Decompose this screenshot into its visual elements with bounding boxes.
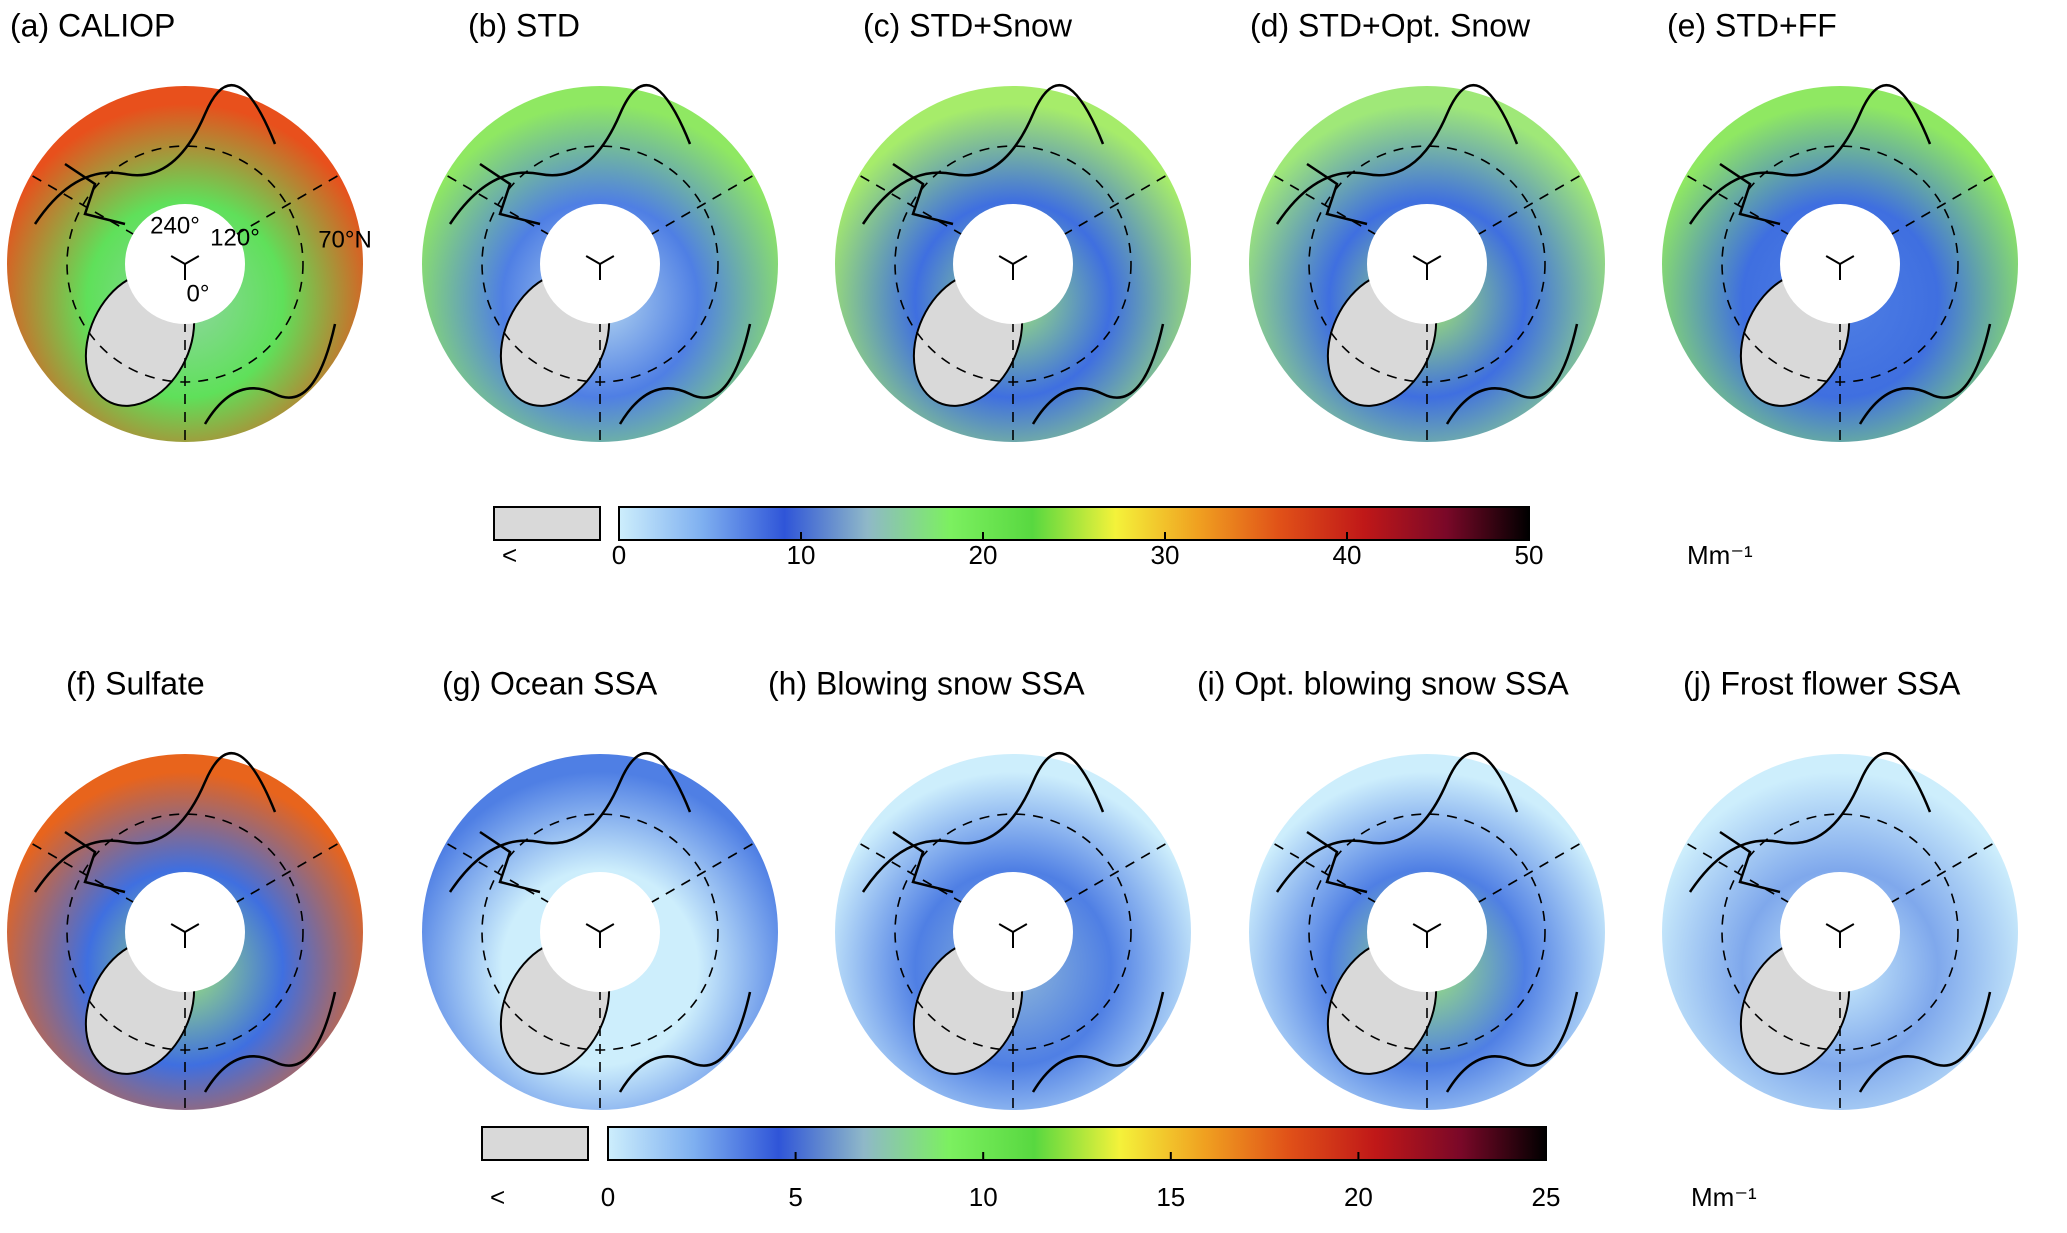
pole-tick bbox=[170, 923, 186, 933]
colorbar-unit: Mm⁻¹ bbox=[1687, 540, 1753, 570]
colorbar-tick-label: 40 bbox=[1333, 540, 1362, 570]
pole-tick bbox=[599, 255, 615, 265]
colorbar-tick-label: 0 bbox=[601, 1182, 615, 1212]
coastline bbox=[448, 752, 752, 1093]
panel-title: (a) CALIOP bbox=[10, 7, 175, 43]
polar-map bbox=[1662, 752, 2018, 1110]
polar-map bbox=[1249, 84, 1605, 442]
pole-tick bbox=[998, 923, 1014, 933]
pole-tick bbox=[1825, 923, 1841, 933]
pole-tick bbox=[1825, 255, 1841, 265]
colorbar-tick-label: 20 bbox=[1344, 1182, 1373, 1212]
panel-title: (f) Sulfate bbox=[66, 665, 205, 701]
colorbar-tick-label: 20 bbox=[969, 540, 998, 570]
map-annotation: 0° bbox=[187, 280, 210, 307]
colorbar-tick-label: 10 bbox=[969, 1182, 998, 1212]
pole-tick bbox=[1412, 255, 1428, 265]
pole-tick bbox=[998, 255, 1014, 265]
map-annotation: 120° bbox=[210, 224, 260, 251]
pole-tick bbox=[1012, 255, 1028, 265]
panel-title: (d) STD+Opt. Snow bbox=[1250, 7, 1531, 43]
under-swatch bbox=[481, 1126, 589, 1161]
coastline bbox=[1275, 752, 1579, 1093]
coastline bbox=[33, 752, 337, 1093]
polar-map bbox=[1249, 752, 1605, 1110]
pole-tick bbox=[1839, 923, 1855, 933]
colorbar-tick-label: 15 bbox=[1156, 1182, 1185, 1212]
colorbar-tick-label: 10 bbox=[787, 540, 816, 570]
coastline bbox=[448, 84, 752, 425]
coastline bbox=[1688, 752, 1992, 1093]
polar-map bbox=[1662, 84, 2018, 442]
colorbar-unit: Mm⁻¹ bbox=[1691, 1182, 1757, 1212]
pole-tick bbox=[585, 923, 601, 933]
coastline bbox=[1275, 84, 1579, 425]
colorbar-tick-label: 50 bbox=[1515, 540, 1544, 570]
pole-tick bbox=[1426, 923, 1442, 933]
pole-tick bbox=[1426, 255, 1442, 265]
coastline bbox=[861, 84, 1165, 425]
pole-tick bbox=[599, 923, 615, 933]
panel-title: (g) Ocean SSA bbox=[442, 665, 658, 701]
panel-title: (h) Blowing snow SSA bbox=[768, 665, 1085, 701]
coastline bbox=[861, 752, 1165, 1093]
under-label: < bbox=[490, 1182, 505, 1212]
map-annotation: 240° bbox=[150, 212, 200, 239]
colorbar-tick-label: 5 bbox=[788, 1182, 802, 1212]
pole-tick bbox=[1839, 255, 1855, 265]
colorbar-tick-label: 30 bbox=[1151, 540, 1180, 570]
polar-map bbox=[422, 84, 778, 442]
map-annotation: 70°N bbox=[318, 226, 372, 253]
polar-map bbox=[835, 84, 1191, 442]
panel-title: (b) STD bbox=[468, 7, 580, 43]
coastline bbox=[1688, 84, 1992, 425]
pole-tick bbox=[184, 923, 200, 933]
polar-map bbox=[422, 752, 778, 1110]
colorbar bbox=[618, 506, 1530, 541]
polar-map bbox=[835, 752, 1191, 1110]
panel-title: (j) Frost flower SSA bbox=[1683, 665, 1961, 701]
colorbar-tick-label: 0 bbox=[612, 540, 626, 570]
coastline bbox=[33, 84, 337, 425]
colorbar-tick-label: 25 bbox=[1532, 1182, 1561, 1212]
pole-tick bbox=[1412, 923, 1428, 933]
pole-tick bbox=[184, 255, 200, 265]
pole-tick bbox=[170, 255, 186, 265]
under-label: < bbox=[502, 540, 517, 570]
colorbar bbox=[607, 1126, 1547, 1161]
pole-tick bbox=[1012, 923, 1028, 933]
panel-title: (i) Opt. blowing snow SSA bbox=[1197, 665, 1569, 701]
panel-title: (e) STD+FF bbox=[1667, 7, 1837, 43]
panel-title: (c) STD+Snow bbox=[863, 7, 1073, 43]
pole-tick bbox=[585, 255, 601, 265]
polar-map bbox=[7, 84, 363, 442]
polar-map bbox=[7, 752, 363, 1110]
under-swatch bbox=[493, 506, 601, 541]
